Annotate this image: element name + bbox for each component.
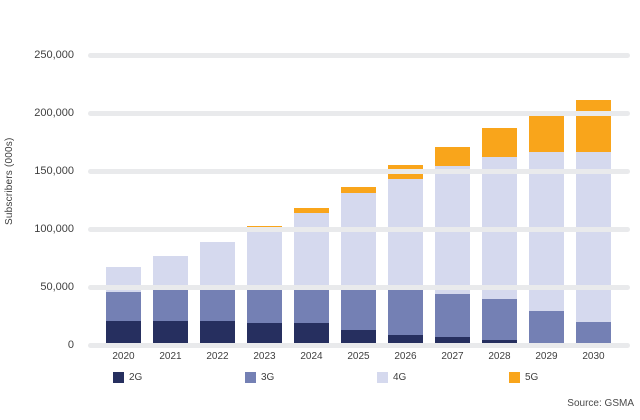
- bar-2020: 2020: [106, 55, 141, 362]
- x-tick-label: 2026: [394, 351, 417, 362]
- y-axis-title: Subscribers (000s): [4, 137, 15, 225]
- legend: 2G 3G 4G 5G: [113, 372, 640, 383]
- bar-segment-3G-2026: [388, 288, 423, 335]
- bar-segment-2G-2020: [106, 320, 141, 345]
- legend-swatch-3G: [245, 372, 256, 383]
- bar-segment-2G-2028: [482, 340, 517, 345]
- bar-segment-4G-2026: [388, 179, 423, 289]
- bar-2023: 2023: [247, 55, 282, 362]
- legend-label: 2G: [129, 372, 143, 383]
- bars-row: 2020 2021 2022 2023 2024 2025 2026 2027 2028 2029…: [106, 55, 611, 362]
- y-tick-label: 0: [67, 339, 74, 351]
- x-tick-label: 2020: [112, 351, 135, 362]
- bar-segment-4G-2020: [106, 267, 141, 292]
- bar-2030: 2030: [576, 55, 611, 362]
- bar-segment-5G-2024: [294, 208, 329, 213]
- y-tick-label: 200,000: [34, 107, 74, 119]
- bar-segment-2G-2022: [200, 320, 235, 345]
- bar-segment-3G-2028: [482, 298, 517, 341]
- legend-label: 3G: [261, 372, 275, 383]
- bar-segment-2G-2027: [435, 336, 470, 345]
- bar-2027: 2027: [435, 55, 470, 362]
- bar-segment-2G-2024: [294, 322, 329, 345]
- bar-segment-5G-2025: [341, 187, 376, 194]
- bar-segment-2G-2021: [153, 320, 188, 345]
- bar-segment-3G-2022: [200, 285, 235, 321]
- x-tick-label: 2021: [159, 351, 182, 362]
- bar-2021: 2021: [153, 55, 188, 362]
- source-footnote: Source: GSMA: [567, 398, 634, 409]
- bar-segment-4G-2024: [294, 212, 329, 288]
- bar-segment-4G-2029: [529, 152, 564, 312]
- y-tick-label: 100,000: [34, 223, 74, 235]
- x-tick-label: 2024: [300, 351, 323, 362]
- bar-segment-2G-2029: [529, 342, 564, 345]
- bar-segment-2G-2026: [388, 334, 423, 345]
- legend-swatch-2G: [113, 372, 124, 383]
- y-tick-label: 150,000: [34, 165, 74, 177]
- legend-item-3G: 3G: [245, 372, 377, 383]
- x-tick-label: 2025: [347, 351, 370, 362]
- bar-segment-3G-2027: [435, 293, 470, 337]
- bar-segment-5G-2027: [435, 146, 470, 167]
- x-tick-label: 2022: [206, 351, 229, 362]
- bar-2022: 2022: [200, 55, 235, 362]
- bar-2025: 2025: [341, 55, 376, 362]
- bar-2028: 2028: [482, 55, 517, 362]
- bar-segment-5G-2029: [529, 115, 564, 153]
- bar-2026: 2026: [388, 55, 423, 362]
- bar-segment-4G-2025: [341, 193, 376, 286]
- bar-segment-5G-2026: [388, 165, 423, 180]
- x-tick-label: 2030: [582, 351, 605, 362]
- y-tick-label: 50,000: [40, 281, 74, 293]
- legend-item-4G: 4G: [377, 372, 509, 383]
- legend-item-2G: 2G: [113, 372, 245, 383]
- bar-segment-4G-2021: [153, 255, 188, 290]
- legend-item-5G: 5G: [509, 372, 640, 383]
- bar-segment-4G-2030: [576, 152, 611, 322]
- bar-segment-3G-2030: [576, 321, 611, 344]
- bar-segment-5G-2028: [482, 128, 517, 158]
- x-tick-label: 2023: [253, 351, 276, 362]
- x-tick-label: 2027: [441, 351, 464, 362]
- bar-segment-5G-2030: [576, 100, 611, 153]
- bar-segment-3G-2023: [247, 285, 282, 323]
- x-tick-label: 2028: [488, 351, 511, 362]
- legend-label: 4G: [393, 372, 407, 383]
- legend-swatch-4G: [377, 372, 388, 383]
- x-tick-label: 2029: [535, 351, 558, 362]
- bar-segment-3G-2020: [106, 291, 141, 321]
- bar-2029: 2029: [529, 55, 564, 362]
- legend-swatch-5G: [509, 372, 520, 383]
- bar-segment-4G-2028: [482, 157, 517, 299]
- y-tick-label: 250,000: [34, 49, 74, 61]
- bar-2024: 2024: [294, 55, 329, 362]
- bar-segment-3G-2025: [341, 285, 376, 330]
- plot-area: 2020 2021 2022 2023 2024 2025 2026 2027 2028 2029…: [88, 52, 630, 362]
- bar-segment-4G-2027: [435, 166, 470, 294]
- bar-segment-4G-2022: [200, 241, 235, 286]
- bar-segment-3G-2024: [294, 287, 329, 323]
- bar-segment-2G-2023: [247, 322, 282, 345]
- bar-segment-3G-2021: [153, 289, 188, 321]
- bar-segment-4G-2023: [247, 230, 282, 286]
- legend-label: 5G: [525, 372, 539, 383]
- bar-segment-2G-2030: [576, 343, 611, 345]
- bar-segment-3G-2029: [529, 311, 564, 343]
- bar-segment-2G-2025: [341, 329, 376, 345]
